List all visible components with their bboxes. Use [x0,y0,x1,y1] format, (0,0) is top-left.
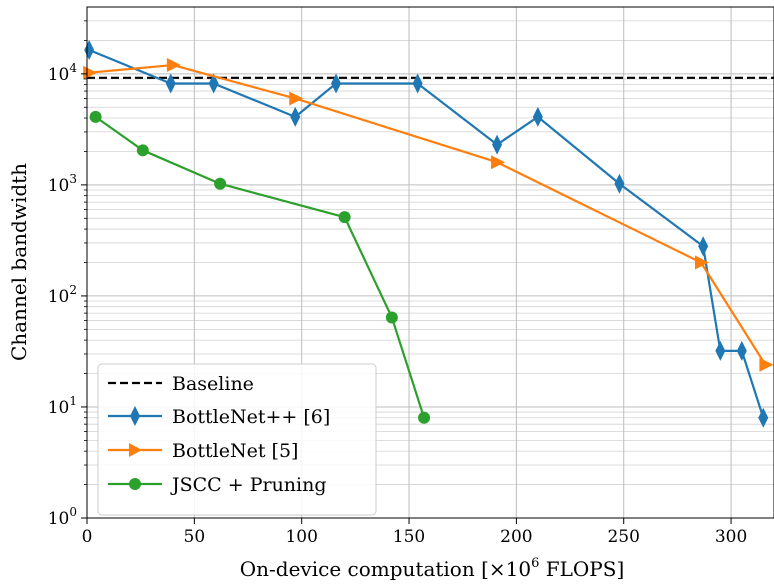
x-tick-label: 0 [82,527,93,547]
series-layer [83,40,774,428]
x-axis-label: On-device computation [×106 FLOPS] [240,556,625,581]
y-tick-label: 101 [48,394,77,418]
y-tick-label: 102 [48,283,77,307]
legend-label-bottlenet: BottleNet [5] [172,440,298,462]
data-point-circle [418,411,431,424]
y-tick-label: 100 [48,505,77,529]
axis-ticks: 100 101 102 103 104 0 50 100 150 200 250 300 [48,20,747,547]
series-line-1 [89,63,767,366]
legend-entry-jscc-pruning: JSCC + Pruning [108,474,327,496]
y-tick-label: 103 [48,172,77,196]
legend-entry-baseline: Baseline [108,373,254,395]
data-point-thin-diamond [492,134,503,155]
x-tick-label: 50 [184,527,206,547]
data-point-triangle-right [759,357,774,372]
x-tick-label: 250 [607,527,639,547]
data-point-thin-diamond [331,73,342,94]
x-tick-label: 200 [500,527,532,547]
data-point-thin-diamond [412,73,423,94]
data-point-triangle-right [695,255,710,270]
data-point-circle [89,110,102,123]
legend-label-baseline: Baseline [172,373,254,395]
series-group-2 [89,110,431,424]
x-tick-label: 300 [715,527,747,547]
legend-marker-thin-diamond-icon [130,406,140,426]
legend-entry-bottlenetpp: BottleNet++ [6] [108,406,330,428]
data-point-triangle-right [491,155,506,170]
series-group-0 [84,40,769,428]
y-axis-label: Channel bandwidth [7,163,31,361]
legend-entry-bottlenet: BottleNet [5] [108,440,298,462]
legend-box [97,363,377,516]
series-line-2 [94,115,426,419]
x-tick-label: 100 [285,527,317,547]
data-point-thin-diamond [532,106,543,127]
data-point-thin-diamond [715,340,726,361]
legend-label-jscc-pruning: JSCC + Pruning [170,474,327,496]
data-point-thin-diamond [208,73,219,94]
data-point-circle [214,177,227,190]
data-point-triangle-right [289,91,304,106]
data-point-thin-diamond [698,236,709,257]
legend-marker-triangle-right-icon [129,443,142,457]
data-point-circle [338,211,351,224]
x-tick-label: 150 [393,527,425,547]
data-point-thin-diamond [736,340,747,361]
legend-label-bottlenetpp: BottleNet++ [6] [172,406,330,428]
data-point-circle [136,144,149,157]
legend: Baseline BottleNet++ [6] BottleNet [5] J… [97,363,377,516]
data-point-triangle-right [166,58,181,73]
data-point-thin-diamond [758,407,769,428]
data-point-thin-diamond [84,40,95,61]
data-point-thin-diamond [165,73,176,94]
data-point-circle [385,311,398,324]
y-tick-label: 104 [48,61,78,85]
series-line-0 [88,49,765,419]
series-group-1 [83,58,774,372]
data-point-thin-diamond [614,173,625,194]
legend-marker-circle-icon [129,478,141,490]
data-point-thin-diamond [290,106,301,127]
